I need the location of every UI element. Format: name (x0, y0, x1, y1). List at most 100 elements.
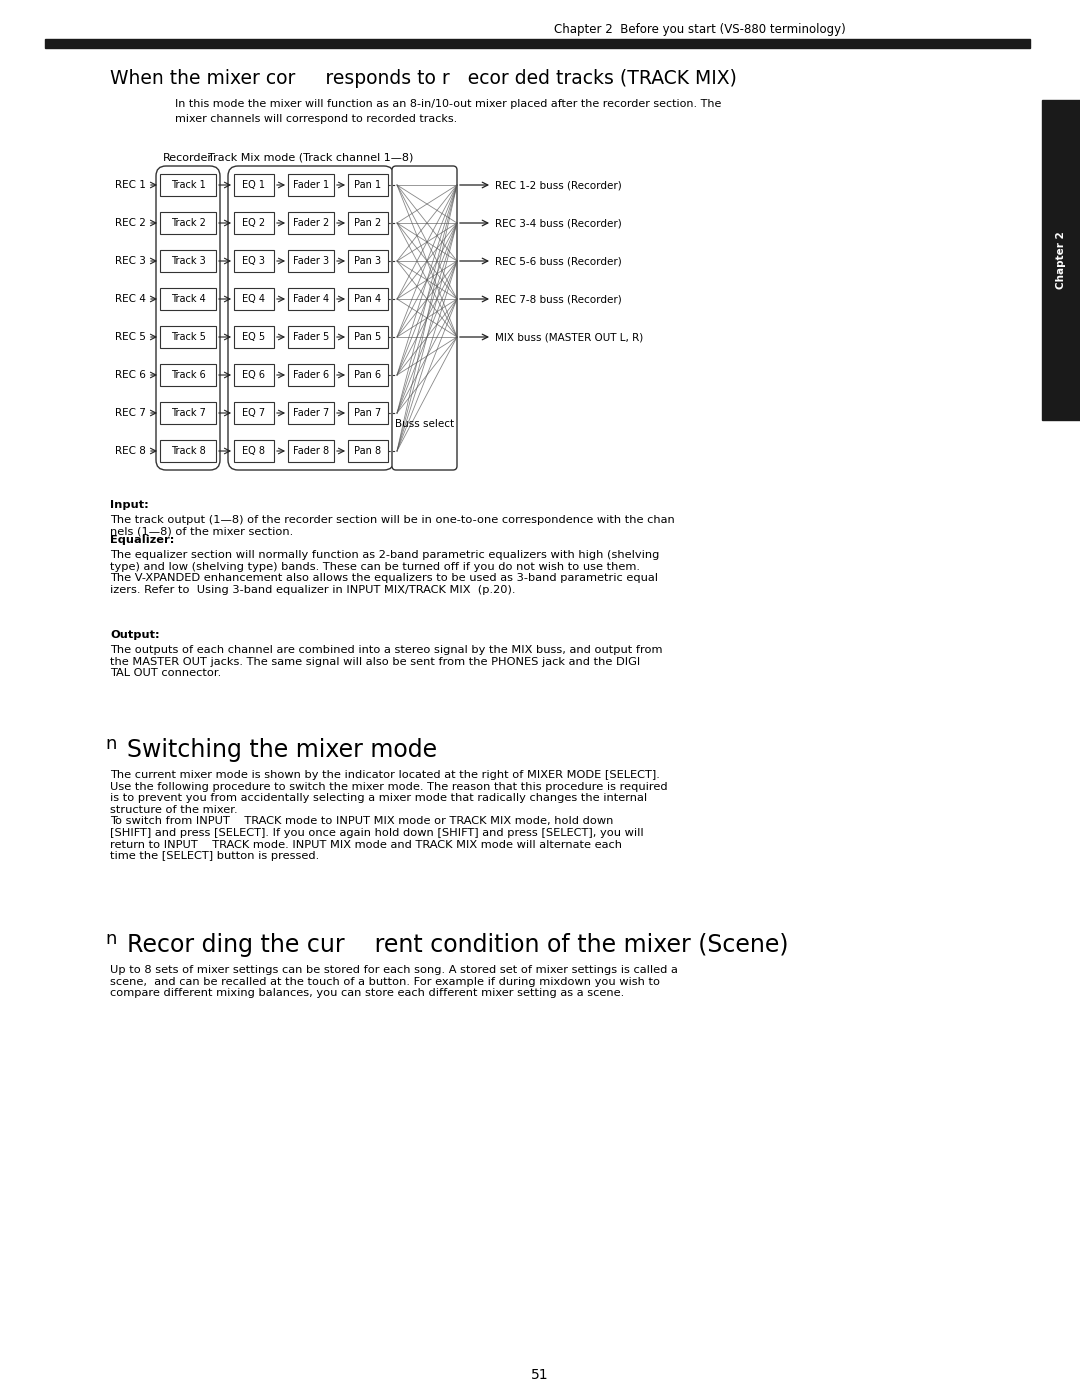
Bar (288, 402, 334, 425)
Text: Pan 3: Pan 3 (354, 256, 381, 265)
Text: When the mixer cor     responds to r   ecor ded tracks (TRACK MIX): When the mixer cor responds to r ecor de… (110, 68, 737, 88)
Text: Input:: Input: (110, 500, 149, 510)
Text: REC 4: REC 4 (116, 293, 146, 305)
Bar (234, 288, 274, 310)
Text: Track 5: Track 5 (171, 332, 205, 342)
Text: Pan 7: Pan 7 (354, 408, 381, 418)
Text: EQ 8: EQ 8 (243, 446, 266, 455)
Text: EQ 3: EQ 3 (243, 256, 266, 265)
Bar (234, 175, 274, 196)
Bar (348, 212, 388, 235)
Text: Buss select: Buss select (395, 419, 454, 429)
Text: Chapter 2: Chapter 2 (1056, 231, 1066, 289)
Text: Track 8: Track 8 (171, 446, 205, 455)
Bar (288, 365, 334, 386)
Bar (234, 250, 274, 272)
Text: REC 1: REC 1 (116, 180, 146, 190)
Text: Pan 8: Pan 8 (354, 446, 381, 455)
Text: EQ 6: EQ 6 (243, 370, 266, 380)
Bar (160, 250, 216, 272)
Text: EQ 1: EQ 1 (243, 180, 266, 190)
Bar (288, 175, 334, 196)
Bar (234, 402, 274, 425)
Bar (160, 402, 216, 425)
Text: Fader 7: Fader 7 (293, 408, 329, 418)
Text: Track 7: Track 7 (171, 408, 205, 418)
Text: REC 2: REC 2 (116, 218, 146, 228)
Text: Fader 4: Fader 4 (293, 293, 329, 305)
Text: Fader 6: Fader 6 (293, 370, 329, 380)
Text: Recorder: Recorder (163, 154, 213, 163)
Text: REC 3: REC 3 (116, 256, 146, 265)
Text: Pan 4: Pan 4 (354, 293, 381, 305)
Bar (348, 440, 388, 462)
Bar (348, 250, 388, 272)
FancyBboxPatch shape (156, 166, 220, 469)
Bar (234, 440, 274, 462)
Text: Pan 2: Pan 2 (354, 218, 381, 228)
Bar (1042, 101, 1080, 420)
Text: Fader 3: Fader 3 (293, 256, 329, 265)
Text: REC 7: REC 7 (116, 408, 146, 418)
Bar (288, 326, 334, 348)
Text: Track Mix mode (Track channel 1—8): Track Mix mode (Track channel 1—8) (208, 154, 414, 163)
Bar (288, 212, 334, 235)
Bar (234, 365, 274, 386)
Bar (288, 250, 334, 272)
FancyBboxPatch shape (228, 166, 394, 469)
Text: n: n (105, 735, 117, 753)
Text: Fader 5: Fader 5 (293, 332, 329, 342)
Text: Track 6: Track 6 (171, 370, 205, 380)
Text: Chapter 2  Before you start (VS-880 terminology): Chapter 2 Before you start (VS-880 termi… (554, 24, 846, 36)
Text: Track 2: Track 2 (171, 218, 205, 228)
Text: n: n (105, 930, 117, 949)
Text: REC 5: REC 5 (116, 332, 146, 342)
Bar (288, 440, 334, 462)
Text: Fader 1: Fader 1 (293, 180, 329, 190)
Text: Up to 8 sets of mixer settings can be stored for each song. A stored set of mixe: Up to 8 sets of mixer settings can be st… (110, 965, 678, 999)
Text: EQ 7: EQ 7 (242, 408, 266, 418)
Bar (234, 326, 274, 348)
Bar (288, 288, 334, 310)
Text: Recor ding the cur    rent condition of the mixer (Scene): Recor ding the cur rent condition of the… (127, 933, 788, 957)
Text: EQ 4: EQ 4 (243, 293, 266, 305)
Text: REC 1-2 buss (Recorder): REC 1-2 buss (Recorder) (495, 180, 622, 190)
Text: EQ 2: EQ 2 (242, 218, 266, 228)
Bar (45, 39, 1030, 47)
Bar (348, 288, 388, 310)
Bar (160, 175, 216, 196)
Text: Pan 1: Pan 1 (354, 180, 381, 190)
Bar (160, 326, 216, 348)
Text: The equalizer section will normally function as 2-band parametric equalizers wit: The equalizer section will normally func… (110, 550, 660, 595)
Bar (348, 402, 388, 425)
Bar (348, 326, 388, 348)
Text: Track 1: Track 1 (171, 180, 205, 190)
FancyBboxPatch shape (392, 166, 457, 469)
Text: REC 5-6 buss (Recorder): REC 5-6 buss (Recorder) (495, 256, 622, 265)
Text: 51: 51 (531, 1368, 549, 1382)
Text: REC 7-8 buss (Recorder): REC 7-8 buss (Recorder) (495, 293, 622, 305)
Text: REC 3-4 buss (Recorder): REC 3-4 buss (Recorder) (495, 218, 622, 228)
Text: MIX buss (MASTER OUT L, R): MIX buss (MASTER OUT L, R) (495, 332, 644, 342)
Bar (160, 212, 216, 235)
Text: mixer channels will correspond to recorded tracks.: mixer channels will correspond to record… (175, 115, 457, 124)
Bar (160, 288, 216, 310)
Text: Track 4: Track 4 (171, 293, 205, 305)
Text: Pan 6: Pan 6 (354, 370, 381, 380)
Text: The outputs of each channel are combined into a stereo signal by the MIX buss, a: The outputs of each channel are combined… (110, 645, 662, 678)
Text: Output:: Output: (110, 630, 160, 640)
Text: In this mode the mixer will function as an 8-in/10-out mixer placed after the re: In this mode the mixer will function as … (175, 99, 721, 109)
Text: Track 3: Track 3 (171, 256, 205, 265)
Bar (160, 365, 216, 386)
Text: The track output (1—8) of the recorder section will be in one-to-one corresponde: The track output (1—8) of the recorder s… (110, 515, 675, 536)
Text: Fader 8: Fader 8 (293, 446, 329, 455)
Bar (160, 440, 216, 462)
Text: Pan 5: Pan 5 (354, 332, 381, 342)
Text: Equalizer:: Equalizer: (110, 535, 174, 545)
Text: EQ 5: EQ 5 (242, 332, 266, 342)
Text: REC 8: REC 8 (116, 446, 146, 455)
Bar (234, 212, 274, 235)
Text: REC 6: REC 6 (116, 370, 146, 380)
Text: Fader 2: Fader 2 (293, 218, 329, 228)
Bar (348, 175, 388, 196)
